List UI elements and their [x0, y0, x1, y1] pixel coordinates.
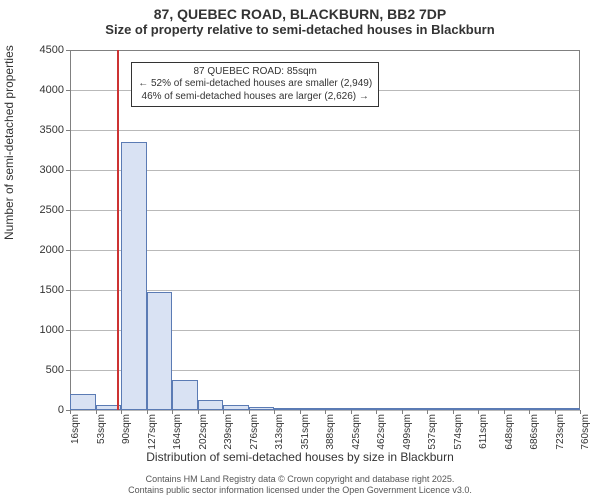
- x-tick-label: 462sqm: [376, 414, 387, 450]
- histogram-bar: [453, 408, 479, 410]
- y-tick-mark: [66, 90, 70, 91]
- x-tick-label: 313sqm: [274, 414, 285, 450]
- x-tick-label: 499sqm: [402, 414, 413, 450]
- x-tick-mark: [555, 410, 556, 414]
- y-tick-label: 500: [46, 364, 64, 376]
- gridline: [70, 250, 580, 251]
- y-tick-label: 1500: [40, 284, 64, 296]
- x-axis-label: Distribution of semi-detached houses by …: [0, 450, 600, 464]
- x-tick-mark: [351, 410, 352, 414]
- y-axis-label: Number of semi-detached properties: [2, 45, 16, 240]
- x-tick-label: 127sqm: [147, 414, 158, 450]
- x-tick-label: 425sqm: [351, 414, 362, 450]
- gridline: [70, 210, 580, 211]
- x-tick-mark: [274, 410, 275, 414]
- x-tick-label: 686sqm: [529, 414, 540, 450]
- x-tick-mark: [376, 410, 377, 414]
- annotation-line: 87 QUEBEC ROAD: 85sqm: [138, 66, 372, 79]
- x-tick-mark: [249, 410, 250, 414]
- x-tick-mark: [96, 410, 97, 414]
- y-tick-mark: [66, 50, 70, 51]
- x-tick-label: 351sqm: [300, 414, 311, 450]
- histogram-bar: [249, 407, 275, 410]
- histogram-bar: [121, 142, 147, 410]
- x-tick-label: 760sqm: [580, 414, 591, 450]
- x-tick-mark: [172, 410, 173, 414]
- histogram-bar: [555, 408, 581, 410]
- x-tick-label: 90sqm: [121, 414, 132, 444]
- histogram-bar: [172, 380, 198, 410]
- x-tick-mark: [223, 410, 224, 414]
- annotation-line: 46% of semi-detached houses are larger (…: [138, 91, 372, 104]
- y-tick-mark: [66, 250, 70, 251]
- x-tick-label: 648sqm: [504, 414, 515, 450]
- gridline: [70, 130, 580, 131]
- y-tick-label: 0: [58, 404, 64, 416]
- y-tick-mark: [66, 330, 70, 331]
- x-tick-label: 239sqm: [223, 414, 234, 450]
- histogram-bar: [147, 292, 173, 410]
- x-tick-mark: [453, 410, 454, 414]
- histogram-bar: [402, 408, 428, 410]
- histogram-bar: [198, 400, 224, 410]
- histogram-bar: [70, 394, 96, 410]
- histogram-bar: [325, 408, 351, 410]
- histogram-bar: [478, 408, 504, 410]
- x-tick-mark: [300, 410, 301, 414]
- y-tick-mark: [66, 210, 70, 211]
- annotation-line: ← 52% of semi-detached houses are smalle…: [138, 78, 372, 91]
- property-marker-line: [117, 50, 119, 410]
- y-tick-label: 3000: [40, 164, 64, 176]
- x-tick-mark: [427, 410, 428, 414]
- gridline: [70, 50, 580, 51]
- x-tick-label: 164sqm: [172, 414, 183, 450]
- y-tick-label: 4000: [40, 84, 64, 96]
- y-tick-label: 4500: [40, 44, 64, 56]
- y-tick-label: 1000: [40, 324, 64, 336]
- x-tick-mark: [504, 410, 505, 414]
- histogram-plot: 05001000150020002500300035004000450016sq…: [70, 50, 580, 410]
- histogram-bar: [300, 408, 326, 410]
- x-tick-label: 276sqm: [249, 414, 260, 450]
- y-tick-label: 2500: [40, 204, 64, 216]
- y-tick-mark: [66, 290, 70, 291]
- histogram-bar: [529, 408, 555, 410]
- x-tick-label: 723sqm: [555, 414, 566, 450]
- y-tick-mark: [66, 370, 70, 371]
- histogram-bar: [223, 405, 249, 410]
- x-tick-mark: [580, 410, 581, 414]
- y-tick-label: 2000: [40, 244, 64, 256]
- histogram-bar: [351, 408, 377, 410]
- annotation-box: 87 QUEBEC ROAD: 85sqm← 52% of semi-detac…: [131, 62, 379, 108]
- x-tick-mark: [478, 410, 479, 414]
- x-tick-mark: [147, 410, 148, 414]
- gridline: [70, 170, 580, 171]
- x-tick-label: 16sqm: [70, 414, 81, 444]
- attribution-footer: Contains HM Land Registry data © Crown c…: [0, 474, 600, 496]
- page-title: 87, QUEBEC ROAD, BLACKBURN, BB2 7DP: [0, 6, 600, 22]
- page-subtitle: Size of property relative to semi-detach…: [0, 22, 600, 37]
- x-tick-label: 537sqm: [427, 414, 438, 450]
- x-tick-label: 611sqm: [478, 414, 489, 449]
- y-tick-mark: [66, 130, 70, 131]
- x-tick-mark: [121, 410, 122, 414]
- x-tick-mark: [529, 410, 530, 414]
- x-tick-label: 53sqm: [96, 414, 107, 444]
- histogram-bar: [274, 408, 300, 410]
- histogram-bar: [504, 408, 530, 410]
- x-tick-mark: [325, 410, 326, 414]
- histogram-bar: [376, 408, 402, 410]
- x-tick-mark: [70, 410, 71, 414]
- y-tick-label: 3500: [40, 124, 64, 136]
- x-tick-label: 388sqm: [325, 414, 336, 450]
- x-tick-mark: [198, 410, 199, 414]
- footer-line-2: Contains public sector information licen…: [0, 485, 600, 496]
- histogram-bar: [427, 408, 453, 410]
- x-tick-mark: [402, 410, 403, 414]
- x-tick-label: 202sqm: [198, 414, 209, 450]
- footer-line-1: Contains HM Land Registry data © Crown c…: [0, 474, 600, 485]
- y-tick-mark: [66, 170, 70, 171]
- x-tick-label: 574sqm: [453, 414, 464, 450]
